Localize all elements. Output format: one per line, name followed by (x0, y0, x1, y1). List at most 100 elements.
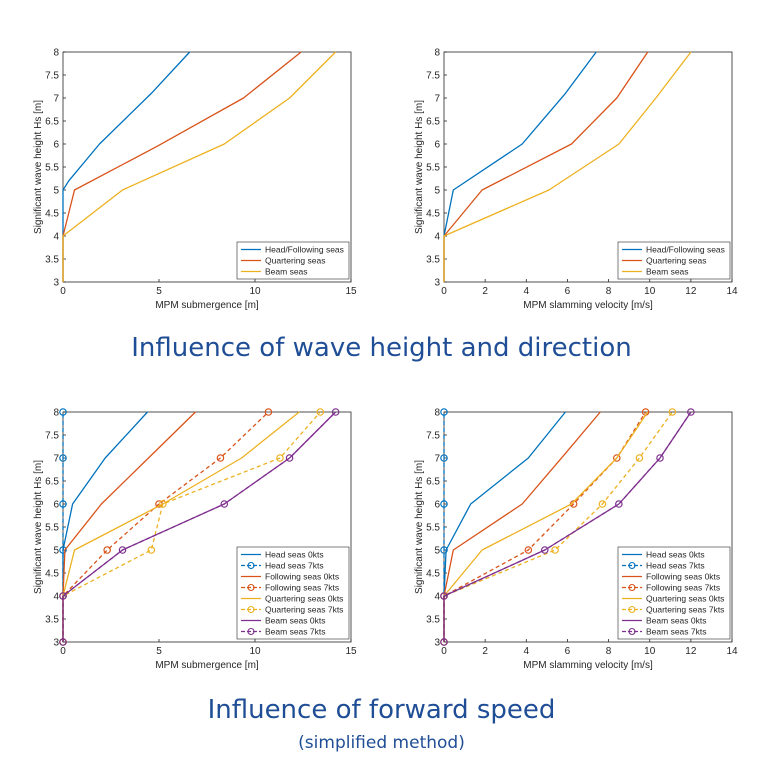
data-point (331, 408, 340, 416)
x-tick-label: 10 (249, 646, 261, 657)
y-tick-label: 7.5 (426, 71, 440, 82)
y-tick-label: 4 (434, 232, 440, 243)
y-axis-label: Significant wave height Hs [m] (414, 100, 425, 234)
data-point (59, 408, 67, 416)
caption-forward-speed: Influence of forward speed (207, 695, 556, 725)
y-tick-label: 4.5 (426, 209, 440, 220)
plot-frame (443, 411, 733, 643)
data-point (615, 500, 623, 508)
y-tick-label: 5.5 (45, 523, 59, 534)
chart-submergence-speed: 0 5 10 15 3 3.5 4 4.5 5 5.5 6 6.5 7 7.5 8 MPM submergen… (0, 400, 381, 690)
legend-label: Following seas 0kts (646, 572, 720, 582)
chart-submergence-direction: 0 5 10 15 3 3.5 4 4.5 5 5.5 6 6.5 7 7.5 8 MPM submergen… (0, 40, 381, 330)
legend-box (236, 546, 350, 640)
x-tick-label: 5 (156, 286, 162, 297)
y-tick-label: 3 (53, 278, 59, 289)
legend-marker (628, 605, 636, 614)
y-tick-label: 5 (53, 546, 59, 557)
legend-marker (628, 561, 636, 570)
data-point (59, 454, 67, 462)
x-tick-label: 14 (726, 646, 738, 657)
y-tick-label: 6 (434, 140, 440, 151)
x-tick-label: 0 (441, 646, 447, 657)
legend-label: Head seas 7kts (265, 561, 324, 571)
series-line (62, 51, 337, 282)
legend-label: Following seas 0kts (265, 572, 339, 582)
series-line (443, 411, 692, 642)
data-point (440, 546, 448, 554)
data-point (524, 546, 533, 554)
x-tick-label: 2 (482, 646, 488, 657)
series-line (443, 51, 692, 282)
data-point (687, 408, 695, 416)
y-tick-label: 6 (53, 500, 59, 511)
chart-svg: 0 5 10 15 3 3.5 4 4.5 5 5.5 6 6.5 7 7.5 8 MPM submergen… (33, 408, 357, 672)
data-point (59, 638, 67, 646)
y-tick-label: 8 (53, 408, 59, 419)
y-tick-label: 3.5 (45, 255, 59, 266)
caption-wave-height-direction: Influence of wave height and direction (131, 333, 632, 363)
data-point (59, 592, 67, 600)
y-tick-label: 5 (53, 186, 59, 197)
data-point (635, 454, 644, 462)
legend-label: Head seas 0kts (265, 550, 324, 560)
data-point (440, 638, 448, 646)
legend-label: Head/Following seas (646, 245, 725, 255)
data-point (103, 546, 111, 554)
x-tick-label: 2 (482, 286, 488, 297)
y-tick-label: 3.5 (45, 615, 59, 626)
legend-label: Head/Following seas (265, 245, 344, 255)
y-tick-label: 7.5 (45, 71, 59, 82)
legend-label: Following seas 7kts (646, 583, 720, 593)
y-tick-label: 3 (434, 278, 440, 289)
y-tick-label: 7 (434, 94, 440, 105)
data-point (147, 546, 156, 554)
y-tick-label: 4.5 (45, 569, 59, 580)
data-point (613, 454, 621, 462)
legend-label: Beam seas (646, 267, 689, 277)
x-tick-label: 8 (606, 646, 612, 657)
series-line (62, 411, 337, 642)
caption-simplified-method: (simplified method) (298, 733, 465, 753)
legend-label: Following seas 7kts (265, 583, 339, 593)
x-tick-label: 6 (565, 286, 571, 297)
y-tick-label: 3 (434, 638, 440, 649)
y-tick-label: 7 (53, 454, 59, 465)
x-tick-label: 10 (644, 286, 656, 297)
x-tick-label: 10 (249, 286, 261, 297)
chart-velocity-direction: 0 2 4 6 8 10 12 14 3 3.5 4 4.5 5 5.5 6 6.5 7 7.5 8 MPM slam… (381, 40, 762, 330)
x-tick-label: 12 (685, 646, 697, 657)
y-tick-label: 7.5 (426, 431, 440, 442)
data-point (216, 454, 225, 462)
data-point (316, 408, 325, 416)
x-axis-label: MPM submergence [m] (155, 660, 259, 671)
y-tick-label: 4 (53, 592, 59, 603)
data-point (59, 546, 67, 554)
data-point (598, 500, 607, 508)
data-point (656, 454, 664, 462)
x-tick-label: 0 (60, 646, 66, 657)
data-point (440, 592, 448, 600)
y-tick-label: 7 (434, 454, 440, 465)
legend-label: Quartering seas 7kts (646, 605, 724, 615)
chart-svg: 0 5 10 15 3 3.5 4 4.5 5 5.5 6 6.5 7 7.5 8 MPM submergen… (33, 48, 357, 312)
y-tick-label: 6.5 (426, 477, 440, 488)
y-tick-label: 4 (434, 592, 440, 603)
y-tick-label: 7 (53, 94, 59, 105)
x-tick-label: 6 (565, 646, 571, 657)
y-tick-label: 8 (434, 408, 440, 419)
x-tick-label: 14 (726, 286, 738, 297)
y-tick-label: 5.5 (426, 163, 440, 174)
x-tick-label: 4 (524, 286, 530, 297)
y-tick-label: 6 (434, 500, 440, 511)
data-point (59, 500, 67, 508)
data-point (551, 546, 559, 554)
y-tick-label: 5 (434, 546, 440, 557)
x-tick-label: 12 (685, 286, 697, 297)
x-tick-label: 15 (345, 286, 357, 297)
y-tick-label: 8 (53, 48, 59, 59)
y-axis-label: Significant wave height Hs [m] (33, 100, 44, 234)
y-axis-label: Significant wave height Hs [m] (33, 460, 44, 594)
y-tick-label: 6.5 (45, 477, 59, 488)
legend-label: Beam seas 7kts (265, 627, 325, 637)
